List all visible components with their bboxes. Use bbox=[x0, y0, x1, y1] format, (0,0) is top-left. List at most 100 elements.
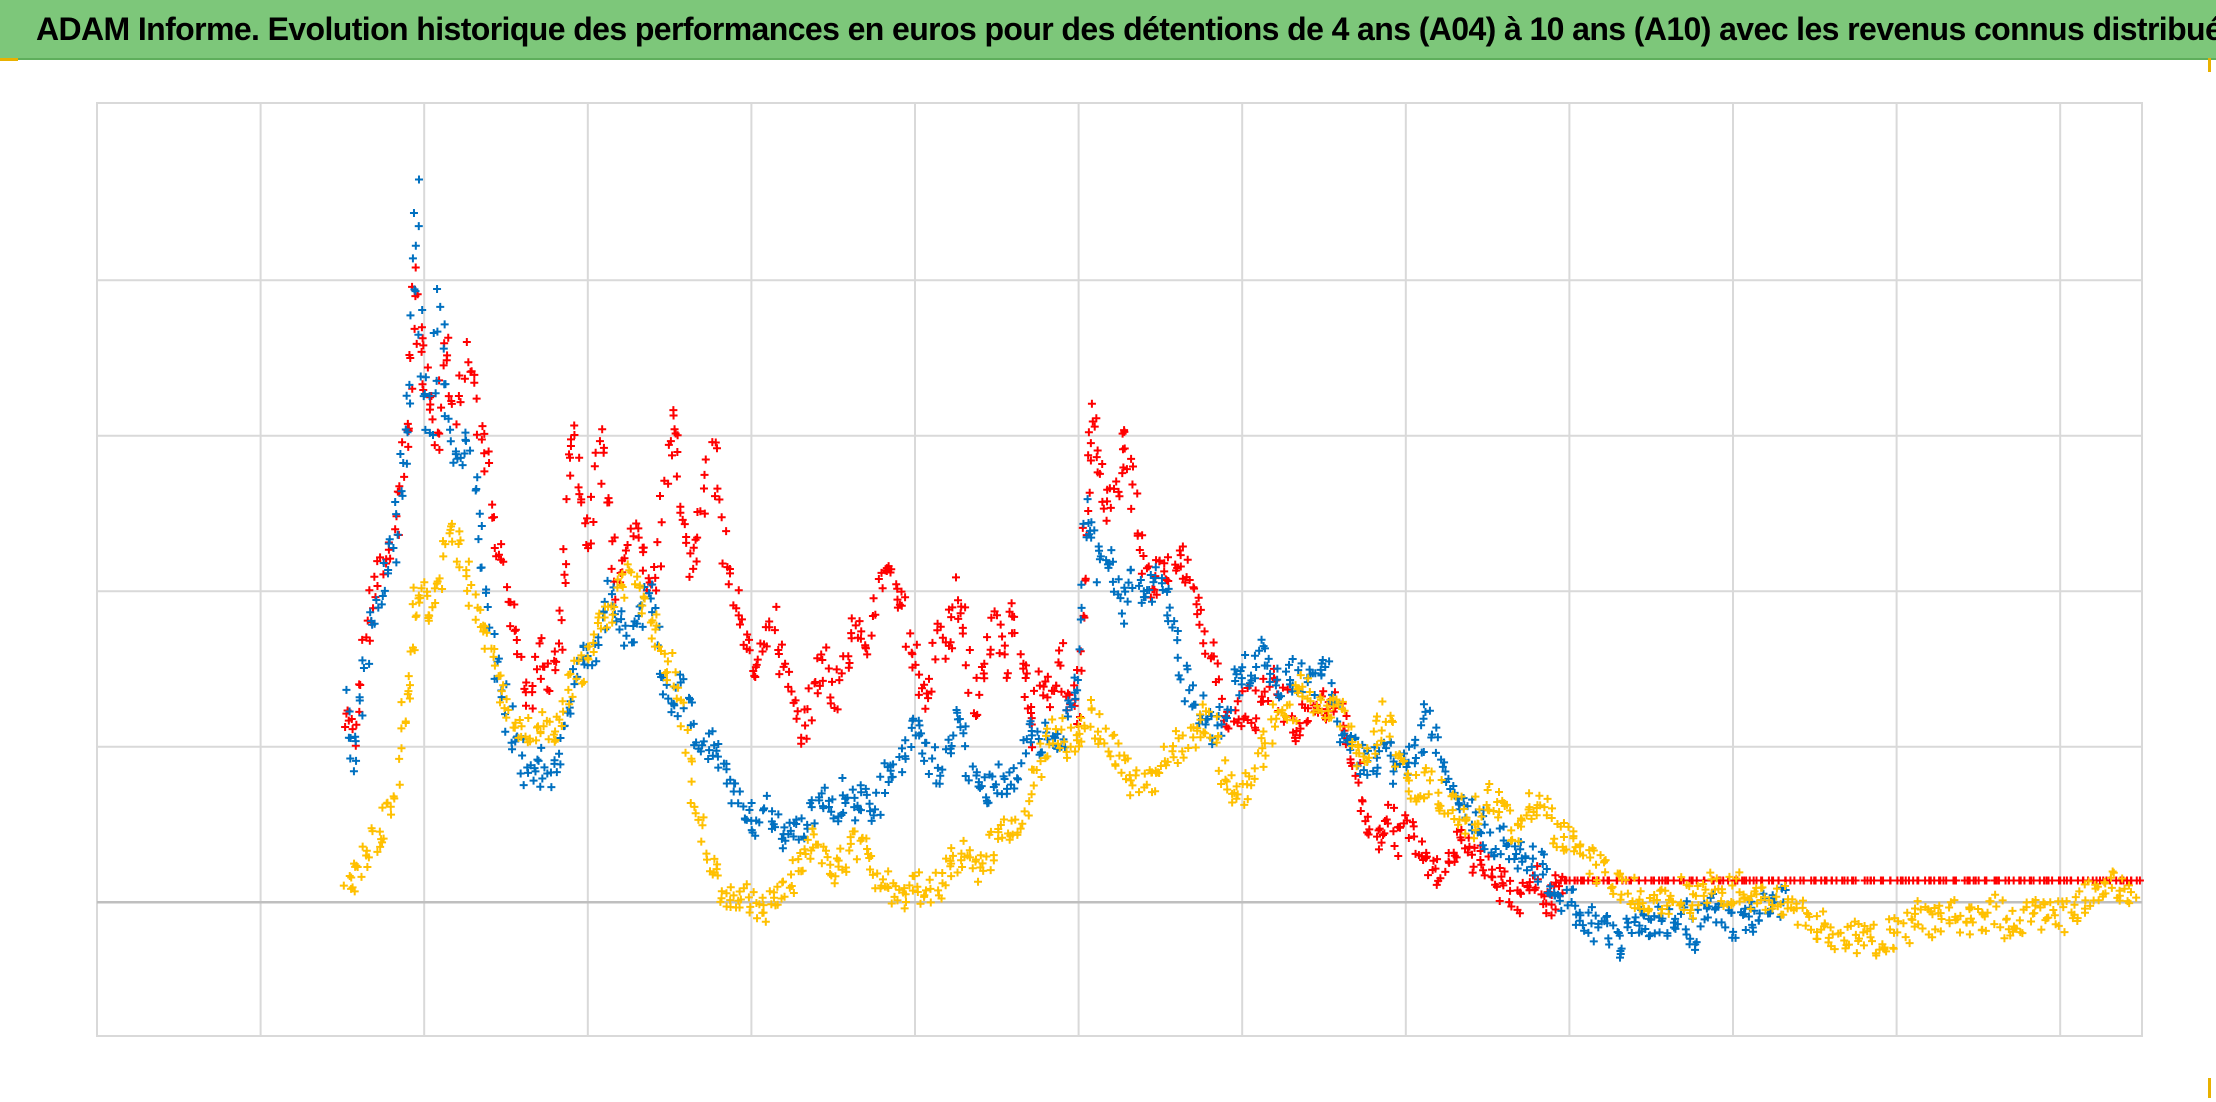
data-point bbox=[1918, 924, 1927, 933]
data-point bbox=[1885, 925, 1894, 934]
data-point bbox=[470, 378, 479, 387]
data-point bbox=[1276, 692, 1285, 701]
data-point bbox=[986, 866, 995, 875]
data-point bbox=[954, 614, 963, 623]
data-point bbox=[1075, 742, 1084, 751]
data-point bbox=[2031, 895, 2040, 904]
data-point bbox=[2115, 886, 2124, 895]
data-point bbox=[1907, 915, 1916, 924]
data-point bbox=[900, 884, 909, 893]
data-point bbox=[869, 811, 878, 820]
data-point bbox=[384, 569, 393, 578]
data-point bbox=[437, 403, 446, 412]
data-point bbox=[1496, 850, 1505, 859]
data-point bbox=[1309, 708, 1318, 717]
data-point bbox=[745, 908, 754, 917]
data-point bbox=[551, 666, 560, 675]
data-point bbox=[660, 649, 669, 658]
data-point bbox=[1214, 732, 1223, 741]
data-point bbox=[1774, 876, 1783, 885]
data-point bbox=[1173, 758, 1182, 767]
data-point bbox=[1198, 700, 1207, 709]
data-point bbox=[625, 566, 634, 575]
data-point bbox=[1201, 649, 1210, 658]
data-point bbox=[678, 515, 687, 524]
data-point bbox=[1735, 888, 1744, 897]
data-point bbox=[674, 683, 683, 692]
data-point bbox=[1021, 749, 1030, 758]
data-point bbox=[667, 708, 676, 717]
data-point bbox=[1851, 876, 1860, 885]
data-point bbox=[1992, 902, 2001, 911]
data-point bbox=[878, 584, 887, 593]
data-point bbox=[1461, 844, 1470, 853]
data-point bbox=[752, 660, 761, 669]
data-point bbox=[389, 543, 398, 552]
data-point bbox=[1251, 686, 1260, 695]
data-point bbox=[1521, 852, 1530, 861]
data-point bbox=[622, 631, 631, 640]
data-point bbox=[952, 705, 961, 714]
data-point bbox=[753, 655, 762, 664]
data-point bbox=[2062, 897, 2071, 906]
data-point bbox=[712, 444, 721, 453]
data-point bbox=[998, 833, 1007, 842]
data-point bbox=[1278, 683, 1287, 692]
data-point bbox=[883, 882, 892, 891]
data-point bbox=[476, 605, 485, 614]
data-point bbox=[920, 756, 929, 765]
data-point bbox=[789, 698, 798, 707]
data-point bbox=[1373, 740, 1382, 749]
data-point bbox=[961, 722, 970, 731]
data-point bbox=[1531, 883, 1540, 892]
data-point bbox=[906, 629, 915, 638]
data-point bbox=[1692, 938, 1701, 947]
data-point bbox=[1699, 891, 1708, 900]
data-point bbox=[921, 704, 930, 713]
data-point bbox=[1488, 873, 1497, 882]
data-point bbox=[1830, 945, 1839, 954]
data-point bbox=[615, 625, 624, 634]
data-point bbox=[807, 803, 816, 812]
data-point bbox=[947, 742, 956, 751]
data-point bbox=[780, 823, 789, 832]
data-point bbox=[596, 624, 605, 633]
data-point bbox=[1010, 784, 1019, 793]
data-point bbox=[815, 681, 824, 690]
data-point bbox=[1303, 694, 1312, 703]
data-point bbox=[1213, 721, 1222, 730]
data-point bbox=[708, 727, 717, 736]
data-point bbox=[358, 711, 367, 720]
data-point bbox=[1982, 876, 1991, 885]
data-point bbox=[1298, 692, 1307, 701]
data-point bbox=[1389, 827, 1398, 836]
data-point bbox=[1223, 785, 1232, 794]
data-point bbox=[581, 519, 590, 528]
data-point bbox=[1542, 811, 1551, 820]
data-point bbox=[1518, 878, 1527, 887]
data-point bbox=[1021, 661, 1030, 670]
data-point bbox=[1224, 724, 1233, 733]
data-point bbox=[992, 611, 1001, 620]
data-point bbox=[734, 586, 743, 595]
data-point bbox=[364, 853, 373, 862]
data-point bbox=[1317, 707, 1326, 716]
data-point bbox=[1502, 841, 1511, 850]
data-point bbox=[419, 341, 428, 350]
data-point bbox=[1510, 842, 1519, 851]
data-point bbox=[857, 788, 866, 797]
data-point bbox=[1016, 650, 1025, 659]
data-point bbox=[470, 370, 479, 379]
data-point bbox=[689, 564, 698, 573]
data-point bbox=[877, 568, 886, 577]
data-point bbox=[1319, 687, 1328, 696]
data-point bbox=[1419, 748, 1428, 757]
data-point bbox=[1037, 772, 1046, 781]
data-point bbox=[673, 431, 682, 440]
data-point bbox=[472, 430, 481, 439]
data-point bbox=[725, 565, 734, 574]
data-point bbox=[1011, 815, 1020, 824]
page-title: ADAM Informe. Evolution historique des p… bbox=[36, 10, 2216, 47]
data-point bbox=[1018, 819, 1027, 828]
data-point bbox=[1621, 875, 1630, 884]
